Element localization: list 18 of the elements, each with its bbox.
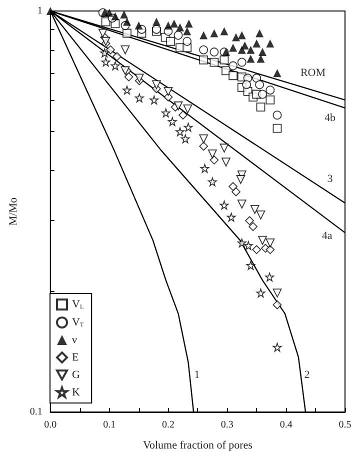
annotation: ROM [300,67,326,79]
y-axis-title: M/Mo [8,196,20,226]
legend-label: K [72,386,80,398]
annotation: 4a [322,230,332,242]
x-tick-label: 0.0 [44,420,57,430]
x-axis-title: Volume fraction of pores [142,440,252,452]
x-tick-label: 0.4 [280,420,292,430]
annotation: 2 [304,369,310,381]
x-tick-label: 0.1 [103,420,116,430]
x-tick-label: 0.2 [162,420,174,430]
annotation: 4b [324,112,336,124]
annotation: 3 [327,173,334,185]
annotation: 1 [194,369,200,381]
legend-label: E [72,352,79,364]
legend-label: ν [72,334,77,346]
x-tick-label: 0.3 [220,420,234,430]
legend-label: G [72,369,80,381]
x-tick-label: 0.5 [338,420,352,430]
